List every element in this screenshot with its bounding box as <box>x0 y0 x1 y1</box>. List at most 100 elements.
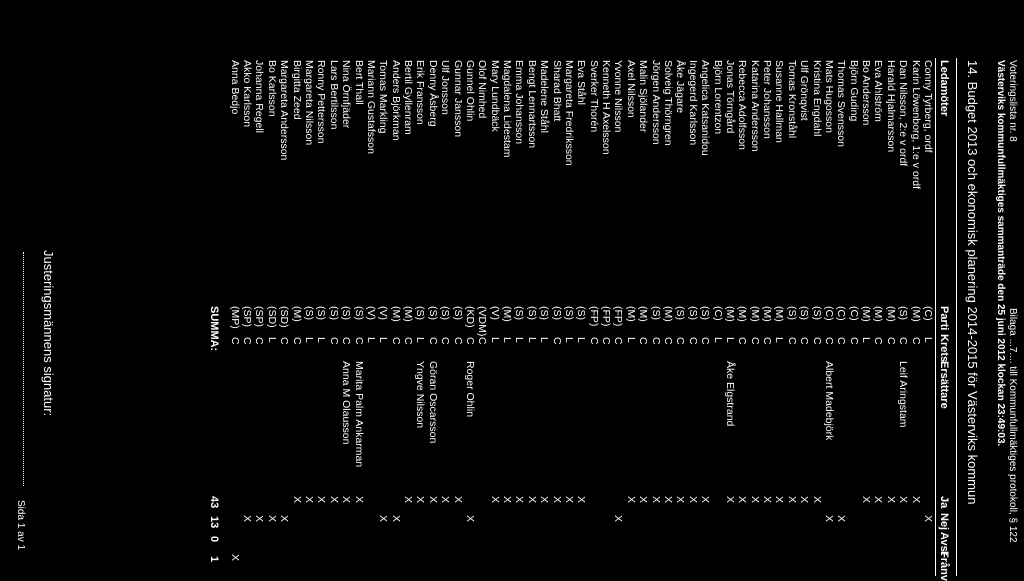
cell-ja: X <box>897 496 910 504</box>
cell-ja: X <box>562 496 575 504</box>
cell-krets: L <box>265 337 278 343</box>
table-row: Mats Hugosson (C) C Albert Madebjörk X <box>823 0 835 576</box>
table-row: Johanna Regell (SP) C X <box>253 0 265 576</box>
cell-ja: X <box>736 496 749 504</box>
cell-ja: X <box>414 496 427 504</box>
cell-parti: (SP) <box>241 306 254 327</box>
cell-ja: X <box>810 496 823 504</box>
table-row: Bertil Gyllenram (M) C X <box>402 0 414 576</box>
table-row: Karin Löwenborg, 1:e v ordf (M) C X <box>909 0 922 576</box>
table-row: Bert Thall (S) C Marita Palm Ankarman X <box>352 0 365 576</box>
cell-krets: L <box>315 337 328 343</box>
cell-krets: L <box>575 337 588 343</box>
cell-nej: X <box>612 515 625 523</box>
table-row: Akko Karlsson (SP) C X <box>241 0 253 576</box>
cell-name: Mary Lundbäck <box>488 60 501 132</box>
table-row: Nina Örnfjäder (S) C Anna M Olausson X <box>340 0 352 576</box>
cell-ersattare: Leif Aringstam <box>897 361 910 428</box>
cell-parti: (S) <box>525 306 538 320</box>
cell-parti: (M) <box>402 306 415 322</box>
cell-ja: X <box>785 496 798 504</box>
cell-ja: X <box>426 496 439 504</box>
cell-ja: X <box>624 496 637 504</box>
cell-parti: (S) <box>426 306 439 320</box>
cell-parti: (SD) <box>265 306 278 328</box>
cell-ersattare: Albert Madebjörk <box>822 361 835 441</box>
table-row: Yvonne Nilsson (FP) C X <box>612 0 625 576</box>
table-row: Eva Ahlström (M) C X <box>872 0 884 576</box>
cell-krets: L <box>414 337 427 343</box>
cell-name: Ingegerd Karlsson <box>686 60 699 146</box>
cell-parti: (S) <box>303 306 315 320</box>
cell-krets: C <box>649 337 662 345</box>
cell-parti: (M) <box>624 306 637 322</box>
table-row: Gunnel Ohlin (KD) C Roger Ohlin X <box>464 0 476 576</box>
cell-nej: X <box>265 515 278 523</box>
table-row: Harald Hjalmarsson (M) C X <box>885 0 897 576</box>
col-krets: Krets <box>938 334 950 363</box>
cell-ja: X <box>451 496 464 504</box>
cell-krets: C <box>897 337 910 345</box>
table-row: Katarina Andersson (M) C X <box>748 0 761 576</box>
cell-ja: X <box>884 496 897 504</box>
cell-parti: (S) <box>686 306 699 320</box>
cell-name: Harald Hjalmarsson <box>884 60 897 153</box>
cell-name: Karin Löwenborg, 1:e v ordf <box>909 60 922 189</box>
cell-ja: X <box>872 496 885 504</box>
cell-ja: X <box>575 496 588 504</box>
cell-ja: X <box>761 496 774 504</box>
cell-krets: C <box>761 337 774 345</box>
cell-ja: X <box>748 496 761 504</box>
cell-name: Åke Jägare <box>674 60 687 114</box>
cell-krets: C <box>909 337 922 345</box>
cell-parti: (V) <box>488 306 501 320</box>
cell-parti: (C) <box>822 306 835 321</box>
cell-ja: X <box>550 496 563 504</box>
cell-krets: L <box>513 337 526 343</box>
cell-name: Olof Nimhed <box>476 60 489 119</box>
cell-name: Axel Nilsson <box>624 60 637 118</box>
cell-parti: (SD) <box>278 306 291 328</box>
cell-parti: (M) <box>501 306 514 322</box>
cell-parti: (VDM) <box>476 306 489 337</box>
cell-krets: C <box>587 337 600 345</box>
table-row: Tomas Markling (V) L X <box>377 0 389 576</box>
table-row: Bengt Lennartsson (S) L X <box>525 0 538 576</box>
agenda-item-title: 14. Budget 2013 och ekonomisk planering … <box>965 60 980 505</box>
cell-ja: X <box>674 496 687 504</box>
cell-name: Bengt Lennartsson <box>525 60 538 149</box>
cell-parti: (V) <box>377 306 390 320</box>
cell-krets: C <box>352 337 365 345</box>
cell-krets: L <box>303 337 315 343</box>
table-row: Anders Björkman (M) C X <box>389 0 402 576</box>
cell-ersattare: Marita Palm Ankarman <box>352 361 365 468</box>
cell-name: Björn Lorentzon <box>711 60 724 135</box>
header-bottom-rule <box>935 58 936 576</box>
table-row: Mary Lundbäck (V) L X <box>488 0 501 576</box>
cell-name: Birgitta Zeed <box>290 60 303 120</box>
cell-parti: (M) <box>872 306 885 322</box>
cell-krets: C <box>810 337 823 345</box>
meeting-line: Västerviks kommunfullmäktiges sammanträd… <box>995 60 1006 447</box>
table-row: Margareta Fredriksson (S) L X <box>563 0 575 576</box>
table-row: Erik Fransson (S) L Yngve Nilsson X <box>414 0 426 576</box>
table-row: Ronny Pettersson (S) L X <box>315 0 327 576</box>
table-row: Solveig Thörngren (M) C X <box>662 0 674 576</box>
cell-parti: (SP) <box>253 306 266 327</box>
cell-krets: C <box>426 337 439 345</box>
cell-parti: (S) <box>550 306 563 320</box>
cell-krets: C <box>637 337 650 345</box>
cell-parti: (S) <box>562 306 575 320</box>
cell-krets: L <box>377 337 390 343</box>
table-row: Conny Tyrberg, ordf (C) L X <box>922 0 934 576</box>
table-row: Birgitta Zeed (M) C X <box>290 0 303 576</box>
table-row: Ulf Grönqvist (S) C X <box>798 0 810 576</box>
cell-parti: (FP) <box>587 306 600 327</box>
cell-parti: (M) <box>290 306 303 322</box>
cell-krets: C <box>748 337 761 345</box>
cell-name: Margareta Andersson <box>278 60 291 161</box>
col-nej: Nej <box>938 513 950 531</box>
cell-name: Solveig Thörngren <box>662 60 675 146</box>
cell-nej: X <box>253 515 266 523</box>
cell-krets: C <box>674 337 687 345</box>
